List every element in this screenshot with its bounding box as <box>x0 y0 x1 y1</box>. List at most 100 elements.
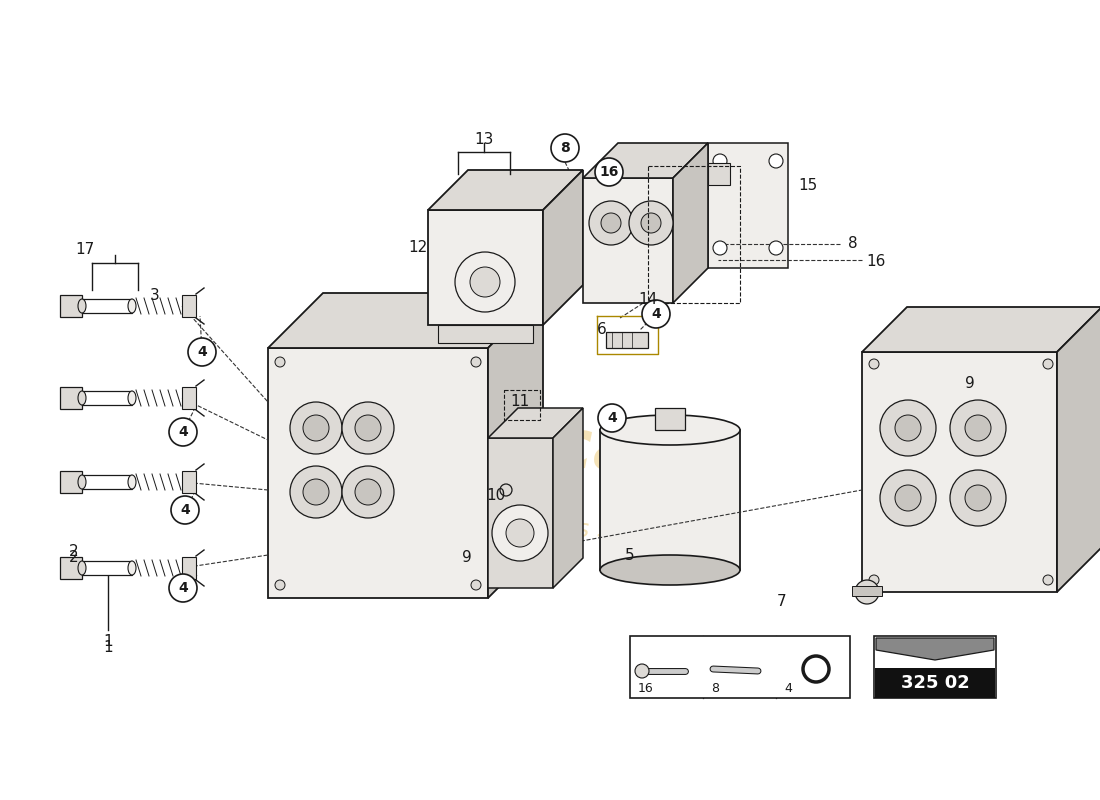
Bar <box>874 668 996 698</box>
Text: 16: 16 <box>638 682 653 694</box>
Circle shape <box>492 505 548 561</box>
Bar <box>862 352 1057 592</box>
Bar <box>268 348 488 598</box>
Text: 8: 8 <box>711 682 719 694</box>
Ellipse shape <box>78 475 86 489</box>
Bar <box>654 408 685 430</box>
Text: 14: 14 <box>638 293 658 307</box>
Text: 8: 8 <box>848 237 858 251</box>
Bar <box>182 387 196 409</box>
Circle shape <box>471 580 481 590</box>
Circle shape <box>455 252 515 312</box>
Circle shape <box>641 213 661 233</box>
Circle shape <box>342 402 394 454</box>
Polygon shape <box>583 143 708 178</box>
Bar <box>82 299 132 313</box>
Text: 9: 9 <box>462 550 472 566</box>
Text: 7: 7 <box>778 594 786 610</box>
Bar <box>708 143 788 268</box>
Polygon shape <box>876 638 994 660</box>
Text: 15: 15 <box>799 178 817 194</box>
Text: 4: 4 <box>180 503 190 517</box>
Circle shape <box>855 580 879 604</box>
Circle shape <box>880 400 936 456</box>
Bar <box>600 430 740 570</box>
Bar <box>488 438 553 588</box>
Polygon shape <box>1057 307 1100 592</box>
Polygon shape <box>553 408 583 588</box>
Circle shape <box>595 158 623 186</box>
Text: 11: 11 <box>510 394 529 410</box>
Circle shape <box>355 479 381 505</box>
Circle shape <box>302 479 329 505</box>
Circle shape <box>275 357 285 367</box>
Circle shape <box>302 415 329 441</box>
Bar <box>630 636 850 698</box>
Circle shape <box>869 359 879 369</box>
Ellipse shape <box>78 299 86 313</box>
Circle shape <box>713 241 727 255</box>
Text: 4: 4 <box>178 425 188 439</box>
Text: 4: 4 <box>607 411 617 425</box>
Bar <box>82 561 132 575</box>
Bar <box>60 295 82 317</box>
Text: 1: 1 <box>103 641 113 655</box>
Text: 3: 3 <box>150 289 160 303</box>
Circle shape <box>635 664 649 678</box>
Text: a passion for parts since 1985: a passion for parts since 1985 <box>356 518 734 542</box>
Bar <box>852 586 882 596</box>
Bar <box>606 332 648 348</box>
Circle shape <box>869 575 879 585</box>
Bar <box>82 475 132 489</box>
Bar <box>82 391 132 405</box>
Circle shape <box>713 154 727 168</box>
Bar <box>708 163 730 185</box>
Circle shape <box>598 404 626 432</box>
Circle shape <box>355 415 381 441</box>
Circle shape <box>880 470 936 526</box>
Ellipse shape <box>600 415 740 445</box>
Text: 10: 10 <box>486 489 506 503</box>
Bar <box>60 471 82 493</box>
Polygon shape <box>268 293 543 348</box>
Text: 6: 6 <box>597 322 607 338</box>
Circle shape <box>629 201 673 245</box>
Polygon shape <box>862 307 1100 352</box>
Ellipse shape <box>128 561 136 575</box>
Circle shape <box>290 466 342 518</box>
Ellipse shape <box>600 555 740 585</box>
Text: 8: 8 <box>560 141 570 155</box>
Text: eurocars: eurocars <box>374 417 716 483</box>
Circle shape <box>642 300 670 328</box>
Bar <box>428 210 543 325</box>
Ellipse shape <box>128 475 136 489</box>
Circle shape <box>965 485 991 511</box>
Ellipse shape <box>78 391 86 405</box>
Bar <box>438 325 534 343</box>
Text: 325 02: 325 02 <box>901 674 969 691</box>
Bar <box>60 387 82 409</box>
Circle shape <box>950 400 1006 456</box>
Text: 4: 4 <box>784 682 792 694</box>
Polygon shape <box>488 408 583 438</box>
Circle shape <box>471 357 481 367</box>
Text: 9: 9 <box>965 377 975 391</box>
Polygon shape <box>673 143 708 303</box>
Bar <box>60 557 82 579</box>
Text: 16: 16 <box>600 165 618 179</box>
Ellipse shape <box>128 391 136 405</box>
Circle shape <box>808 661 824 677</box>
Circle shape <box>1043 575 1053 585</box>
Text: 16: 16 <box>867 254 886 270</box>
Text: 17: 17 <box>76 242 95 258</box>
Circle shape <box>551 134 579 162</box>
Circle shape <box>290 402 342 454</box>
Circle shape <box>950 470 1006 526</box>
Bar <box>874 636 996 698</box>
Circle shape <box>188 338 216 366</box>
Text: 2: 2 <box>69 550 79 566</box>
Text: 13: 13 <box>474 133 494 147</box>
Circle shape <box>342 466 394 518</box>
Text: 1: 1 <box>103 634 113 650</box>
Bar <box>182 295 196 317</box>
